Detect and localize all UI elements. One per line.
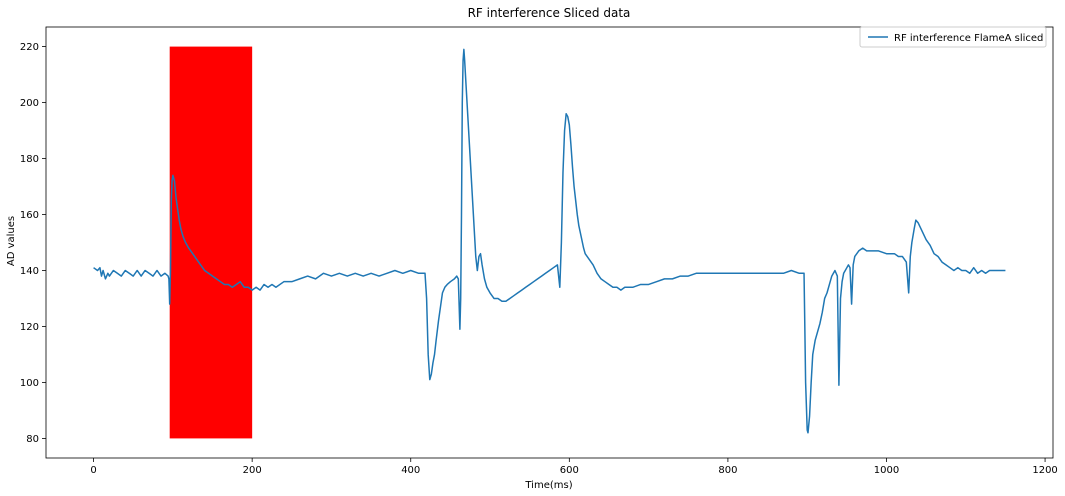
- x-tick-label: 800: [718, 465, 737, 476]
- x-tick-label: 200: [243, 465, 262, 476]
- y-tick-label: 180: [20, 154, 39, 165]
- x-tick-label: 400: [401, 465, 420, 476]
- y-tick-label: 220: [20, 42, 39, 53]
- chart-title: RF interference Sliced data: [468, 6, 631, 20]
- x-tick-label: 0: [90, 465, 96, 476]
- y-tick-label: 200: [20, 98, 39, 109]
- axes: 0 200 400 600 800 1000 1200 80 100 120 140 160 180 20…: [20, 26, 1058, 476]
- y-tick-label: 160: [20, 210, 39, 221]
- legend-box: [859, 26, 1047, 48]
- y-tick-label: 100: [20, 378, 39, 389]
- legend: RF interference FlameA sliced: [859, 26, 1047, 48]
- axes-frame: [45, 26, 1054, 459]
- y-tick-label: 80: [26, 434, 39, 445]
- series-line-0: [93, 48, 1006, 434]
- x-axis-label: Time(ms): [524, 480, 572, 491]
- plot-area: [93, 46, 1006, 439]
- legend-entry: RF interference FlameA sliced: [894, 33, 1043, 44]
- highlight-region: [169, 46, 253, 439]
- x-tick-label: 1000: [874, 465, 899, 476]
- x-tick-label: 600: [560, 465, 579, 476]
- y-tick-label: 140: [20, 266, 39, 277]
- x-tick-label: 1200: [1032, 465, 1057, 476]
- y-axis-label: AD values: [6, 216, 17, 266]
- y-tick-label: 120: [20, 322, 39, 333]
